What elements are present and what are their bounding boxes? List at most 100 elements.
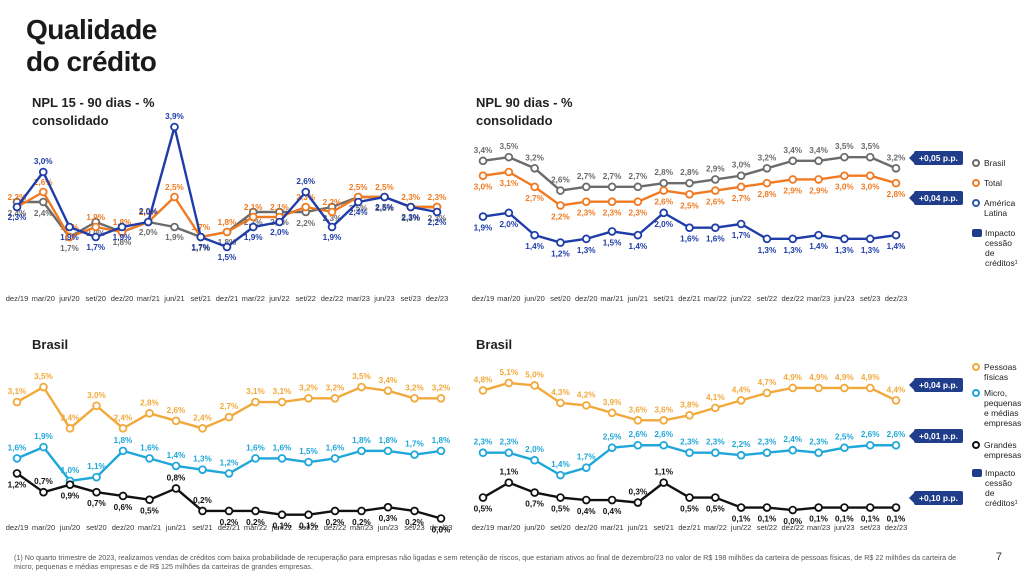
data-label: 2,3% (603, 209, 622, 218)
x-tick-label: set/20 (86, 523, 106, 532)
data-point (633, 498, 643, 507)
legend-dot-icon (972, 199, 980, 207)
data-label: 2,9% (783, 186, 802, 195)
x-tick-label: mar/21 (137, 294, 160, 303)
data-point (530, 488, 539, 497)
data-label: 2,3% (474, 438, 493, 447)
data-label: 1,0% (61, 466, 80, 475)
data-label: 0,4% (603, 507, 622, 516)
chart-1-title-line2: consolidado (32, 113, 109, 128)
x-tick-label: mar/23 (807, 294, 830, 303)
x-tick-label: dez/20 (575, 523, 598, 532)
data-point (633, 440, 643, 450)
data-label: 1,4% (887, 242, 906, 251)
data-label: 0,2% (405, 518, 424, 527)
data-label: 1,9% (323, 233, 342, 242)
data-label: 2,8% (887, 190, 906, 199)
data-point (327, 222, 337, 232)
data-label: 2,3% (577, 209, 596, 218)
data-label: 0,5% (706, 505, 725, 514)
legend-item-grandes-empresas: Grandes empresas (972, 440, 1024, 460)
x-tick-label: jun/21 (627, 523, 648, 532)
data-point (581, 401, 591, 410)
legend-label: Impacto cessão de créditos¹ (985, 228, 1018, 268)
x-tick-label: dez/20 (575, 294, 598, 303)
data-point (224, 506, 234, 516)
data-label: 3,0% (34, 157, 53, 166)
data-point (12, 202, 22, 212)
data-point (65, 222, 74, 232)
data-point (633, 416, 643, 425)
data-point (248, 212, 258, 222)
data-label: 1,7% (86, 243, 105, 252)
data-label: 3,8% (680, 400, 699, 409)
data-label: 2,6% (654, 430, 673, 439)
x-tick-label: mar/20 (32, 294, 55, 303)
data-point (410, 506, 419, 516)
x-tick-label: mar/23 (350, 523, 373, 532)
data-point (891, 440, 901, 450)
data-label: 1,7% (732, 231, 751, 240)
data-label: 1,2% (551, 250, 570, 259)
data-point (436, 514, 446, 523)
data-point (251, 506, 260, 516)
data-label: 2,4% (61, 413, 80, 422)
data-label: 2,6% (296, 177, 315, 186)
data-label: 1,9% (60, 233, 79, 242)
data-label: 1,9% (244, 233, 263, 242)
data-label: 0,7% (34, 477, 53, 486)
data-point (762, 388, 772, 398)
data-label: 2,1% (270, 203, 289, 212)
data-point (504, 448, 514, 458)
data-label: 2,2% (428, 218, 447, 227)
data-point (383, 446, 393, 456)
series-grandes-empresas: 0,5% 1,1% 0,7% 0,5% 0,4% 0,4% 0,3% 1,1% 0,5% 0,5%… (474, 468, 906, 526)
legend-dot-icon (972, 363, 980, 371)
data-label: 0,3% (379, 514, 398, 523)
data-label: 2,5% (349, 204, 368, 213)
data-label: 4,1% (706, 393, 725, 402)
data-point (478, 448, 488, 458)
data-label: 3,0% (835, 183, 854, 192)
data-label: 2,7% (577, 172, 596, 181)
x-tick-label: set/22 (757, 523, 777, 532)
impact-square-icon (972, 229, 982, 237)
data-point (170, 192, 179, 202)
data-label: 1,4% (809, 242, 828, 251)
data-point (198, 465, 207, 474)
data-point (277, 454, 287, 463)
data-label: 1,7% (405, 440, 424, 449)
data-label: 3,2% (432, 383, 451, 392)
data-point (840, 152, 849, 162)
series-am-rica-latina: 1,9% 2,0% 1,4% 1,2% 1,3% 1,5% 1,4% 2,0% 1,6% 1,6%… (474, 208, 906, 259)
data-label: 3,2% (299, 383, 318, 392)
data-label: 2,3% (758, 438, 777, 447)
legend-item-pessoas-fisicas: Pessoas físicas (972, 362, 1024, 382)
data-point (788, 156, 798, 166)
data-point (12, 469, 22, 478)
data-label: 2,3% (629, 209, 648, 218)
data-point (383, 502, 393, 512)
data-label: 2,6% (629, 430, 648, 439)
data-label: 2,6% (34, 178, 53, 187)
data-point (891, 503, 901, 512)
data-label: 4,2% (577, 390, 596, 399)
data-label: 1,6% (680, 235, 699, 244)
data-point (814, 230, 823, 240)
data-label: 0,4% (577, 507, 596, 516)
data-label: 5,0% (525, 370, 544, 379)
x-tick-label: set/23 (401, 294, 421, 303)
data-label: 3,2% (758, 153, 777, 162)
legend-label: América Latina (984, 198, 1016, 218)
legend-dot-icon (972, 389, 980, 397)
data-point (736, 450, 746, 460)
data-label: 2,0% (270, 228, 289, 237)
data-point (736, 219, 746, 229)
data-point (788, 175, 798, 184)
data-label: 2,3% (323, 214, 342, 223)
data-point (814, 383, 823, 393)
series-brasil: 3,4% 3,5% 3,2% 2,6% 2,7% 2,7% 2,7% 2,8% 2,8% 2,9%… (474, 142, 906, 195)
data-point (436, 393, 446, 403)
data-label: 0,1% (835, 515, 854, 524)
data-label: 1,9% (474, 224, 493, 233)
